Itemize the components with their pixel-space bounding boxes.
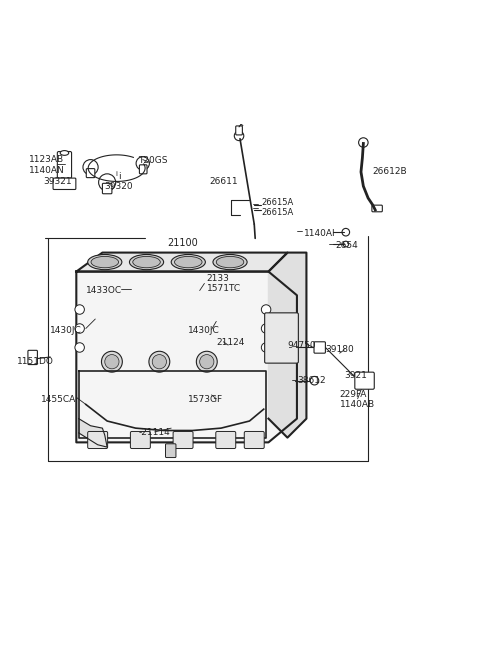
Ellipse shape (216, 256, 244, 268)
FancyBboxPatch shape (173, 432, 193, 449)
Ellipse shape (175, 256, 202, 268)
FancyBboxPatch shape (86, 169, 95, 177)
Text: 1430JC: 1430JC (188, 327, 219, 335)
Polygon shape (79, 419, 107, 447)
Text: 26612B: 26612B (373, 168, 408, 177)
FancyBboxPatch shape (53, 178, 76, 189)
Circle shape (152, 355, 167, 369)
Circle shape (83, 160, 98, 175)
Text: 21100: 21100 (168, 238, 198, 248)
Text: 26611: 26611 (209, 177, 238, 186)
Ellipse shape (213, 254, 247, 269)
Text: 38612: 38612 (297, 376, 325, 385)
Circle shape (136, 157, 149, 170)
Text: 1573GF: 1573GF (188, 395, 223, 404)
Text: 1430JC: 1430JC (50, 327, 82, 335)
Polygon shape (76, 271, 297, 442)
Ellipse shape (171, 254, 205, 269)
Circle shape (310, 376, 319, 385)
FancyBboxPatch shape (131, 432, 150, 449)
FancyBboxPatch shape (314, 342, 325, 353)
Ellipse shape (60, 150, 69, 155)
Text: 1151DO: 1151DO (17, 357, 54, 366)
FancyBboxPatch shape (244, 432, 264, 449)
Text: -21114: -21114 (139, 428, 170, 438)
Text: 21124: 21124 (216, 338, 245, 348)
Ellipse shape (133, 256, 160, 268)
Text: 2133
1571TC: 2133 1571TC (207, 274, 241, 293)
Text: 1455CA: 1455CA (41, 395, 76, 404)
Circle shape (200, 355, 214, 369)
Text: i
39320: i 39320 (105, 171, 133, 191)
Circle shape (149, 351, 170, 372)
Circle shape (261, 343, 271, 352)
FancyBboxPatch shape (57, 152, 72, 178)
Text: 1140AI: 1140AI (304, 229, 336, 238)
Circle shape (101, 351, 122, 372)
Circle shape (196, 351, 217, 372)
Circle shape (105, 355, 119, 369)
Text: 1123AB
1140AN: 1123AB 1140AN (29, 155, 65, 175)
Circle shape (343, 241, 348, 247)
Text: 3921: 3921 (344, 371, 367, 380)
FancyBboxPatch shape (139, 165, 147, 174)
Circle shape (261, 324, 271, 333)
FancyBboxPatch shape (355, 372, 374, 389)
Circle shape (75, 305, 84, 314)
Text: 39180: 39180 (325, 346, 354, 354)
FancyBboxPatch shape (28, 350, 37, 365)
FancyBboxPatch shape (372, 205, 383, 212)
Circle shape (261, 305, 271, 314)
Text: 26615A
26615A: 26615A 26615A (261, 198, 294, 217)
FancyBboxPatch shape (216, 432, 236, 449)
Text: 229FA
1140AB: 229FA 1140AB (340, 390, 375, 409)
Circle shape (234, 131, 244, 141)
Text: 1433OC: 1433OC (86, 286, 122, 295)
Circle shape (75, 343, 84, 352)
Text: T20GS: T20GS (138, 156, 168, 164)
FancyBboxPatch shape (236, 126, 242, 135)
Text: i: i (116, 171, 118, 177)
Circle shape (98, 174, 116, 191)
Ellipse shape (130, 254, 164, 269)
FancyBboxPatch shape (264, 313, 299, 363)
Circle shape (75, 324, 84, 333)
Ellipse shape (88, 254, 122, 269)
FancyBboxPatch shape (88, 432, 108, 449)
Circle shape (342, 229, 349, 236)
FancyBboxPatch shape (166, 443, 176, 457)
FancyBboxPatch shape (102, 183, 112, 194)
Ellipse shape (91, 256, 119, 268)
Circle shape (359, 138, 368, 147)
Text: 2654: 2654 (335, 241, 358, 250)
Text: 94750: 94750 (288, 340, 316, 350)
Text: 39321: 39321 (43, 177, 72, 186)
Polygon shape (76, 252, 288, 271)
Polygon shape (268, 252, 306, 438)
